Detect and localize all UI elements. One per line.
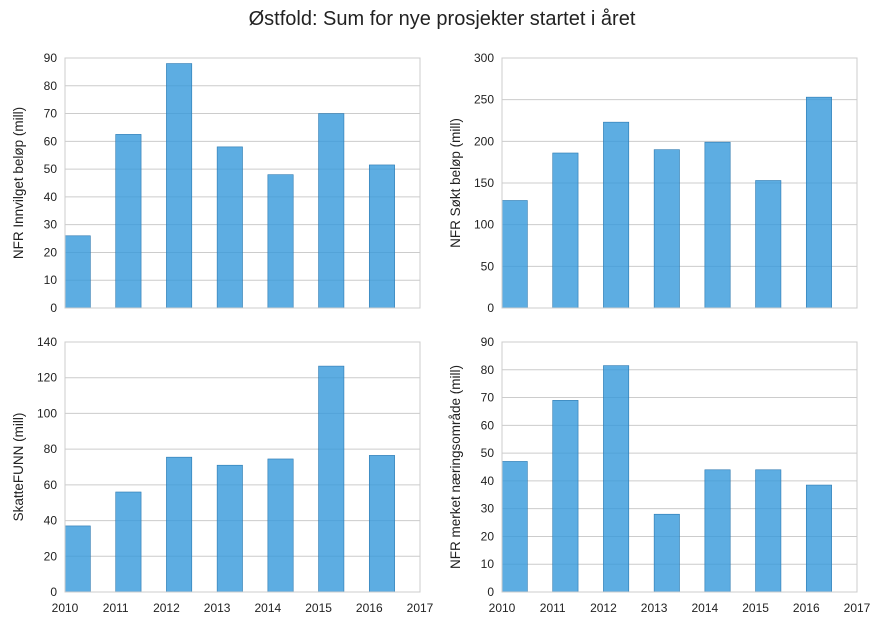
y-tick-label: 0 xyxy=(50,585,57,599)
y-tick-label: 30 xyxy=(481,502,495,516)
y-tick-label: 40 xyxy=(44,514,58,528)
bar-2012 xyxy=(166,456,193,593)
y-tick-label: 20 xyxy=(44,245,58,259)
chart-panel-bottom-right: 0 10 20 30 40 50 60 70 80 90 2010 2011 2012 2013 2014 2… xyxy=(448,335,871,615)
bar-2014 xyxy=(704,469,731,593)
bar-2014 xyxy=(267,458,294,593)
bar-2014 xyxy=(267,174,294,309)
x-tick-label: 2015 xyxy=(742,601,769,615)
bar-2011 xyxy=(552,400,579,593)
y-tick-label: 50 xyxy=(44,162,58,176)
y-tick-label: 80 xyxy=(44,442,58,456)
chart-panel-top-left: 0 10 20 30 40 50 60 70 80 90 NFR Innvilget beløp (… xyxy=(11,51,421,315)
y-tick-label: 90 xyxy=(481,335,495,349)
y-tick-label: 50 xyxy=(481,259,495,273)
y-tick-label: 120 xyxy=(37,371,57,385)
x-tick-label: 2013 xyxy=(204,601,231,615)
plot-frame xyxy=(501,341,858,593)
bar-2010 xyxy=(501,200,528,309)
y-tick-label: 200 xyxy=(474,134,494,148)
y-tick-label: 70 xyxy=(44,107,58,121)
bar-2010 xyxy=(501,461,528,593)
y-tick-label: 0 xyxy=(487,585,494,599)
bar-2010 xyxy=(64,525,91,593)
y-tick-label: 250 xyxy=(474,93,494,107)
y-tick-label: 60 xyxy=(481,418,495,432)
bar-2013 xyxy=(653,149,680,309)
x-tick-label: 2011 xyxy=(103,601,129,615)
bar-2011 xyxy=(115,491,142,593)
x-tick-label: 2014 xyxy=(692,601,719,615)
x-tick-label: 2016 xyxy=(356,601,383,615)
bar-2012 xyxy=(166,63,193,309)
x-tick-label: 2012 xyxy=(153,601,180,615)
y-tick-label: 50 xyxy=(481,446,495,460)
y-tick-label: 300 xyxy=(474,51,494,65)
plot-frame xyxy=(501,57,858,309)
chart-panel-top-right: 0 50 100 150 200 250 300 NFR Søkt beløp (mill) xyxy=(448,51,858,315)
y-tick-label: 40 xyxy=(44,190,58,204)
y-tick-label: 80 xyxy=(44,79,58,93)
y-tick-label: 40 xyxy=(481,474,495,488)
y-tick-label: 10 xyxy=(481,557,495,571)
y-tick-label: 10 xyxy=(44,273,58,287)
x-tick-label: 2011 xyxy=(540,601,566,615)
bar-2015 xyxy=(755,180,782,309)
y-axis-label: SkatteFUNN (mill) xyxy=(11,413,26,522)
y-tick-label: 100 xyxy=(37,406,57,420)
y-tick-label: 60 xyxy=(44,134,58,148)
x-tick-label: 2016 xyxy=(793,601,820,615)
x-tick-label: 2012 xyxy=(590,601,617,615)
y-axis-label: NFR merket næringsområde (mill) xyxy=(448,365,463,569)
y-tick-label: 30 xyxy=(44,218,58,232)
bar-2013 xyxy=(216,146,243,309)
bar-2013 xyxy=(653,513,680,593)
chart-panel-bottom-left: 0 20 40 60 80 100 120 140 2010 2011 2012 2013 2014 20… xyxy=(11,335,434,615)
y-tick-label: 20 xyxy=(44,549,58,563)
y-tick-label: 80 xyxy=(481,363,495,377)
x-tick-label: 2014 xyxy=(255,601,282,615)
figure-title: Østfold: Sum for nye prosjekter startet … xyxy=(248,8,636,30)
bar-2016 xyxy=(368,455,395,593)
y-tick-label: 0 xyxy=(50,301,57,315)
bar-2016 xyxy=(805,484,832,593)
y-tick-label: 90 xyxy=(44,51,58,65)
bar-2013 xyxy=(216,464,243,593)
bar-2011 xyxy=(552,152,579,309)
bar-2015 xyxy=(318,365,345,593)
y-tick-label: 140 xyxy=(37,335,57,349)
y-tick-label: 60 xyxy=(44,478,58,492)
x-tick-label: 2017 xyxy=(844,601,871,615)
x-tick-label: 2010 xyxy=(52,601,79,615)
bar-2015 xyxy=(755,469,782,593)
x-tick-label: 2013 xyxy=(641,601,668,615)
bar-2010 xyxy=(64,235,91,309)
bar-2015 xyxy=(318,113,345,309)
bar-2014 xyxy=(704,141,731,309)
y-tick-label: 150 xyxy=(474,176,494,190)
y-tick-label: 70 xyxy=(481,391,495,405)
bar-2016 xyxy=(805,96,832,309)
x-tick-label: 2010 xyxy=(489,601,516,615)
bar-2012 xyxy=(603,121,630,309)
y-axis-label: NFR Innvilget beløp (mill) xyxy=(11,107,26,259)
plot-frame xyxy=(64,341,421,593)
x-tick-label: 2015 xyxy=(305,601,332,615)
y-tick-label: 100 xyxy=(474,218,494,232)
y-axis-label: NFR Søkt beløp (mill) xyxy=(448,118,463,248)
y-tick-label: 0 xyxy=(487,301,494,315)
plot-frame xyxy=(64,57,421,309)
y-tick-label: 20 xyxy=(481,529,495,543)
x-tick-label: 2017 xyxy=(407,601,434,615)
bar-2012 xyxy=(603,365,630,593)
bar-2011 xyxy=(115,134,142,309)
bar-2016 xyxy=(368,164,395,309)
